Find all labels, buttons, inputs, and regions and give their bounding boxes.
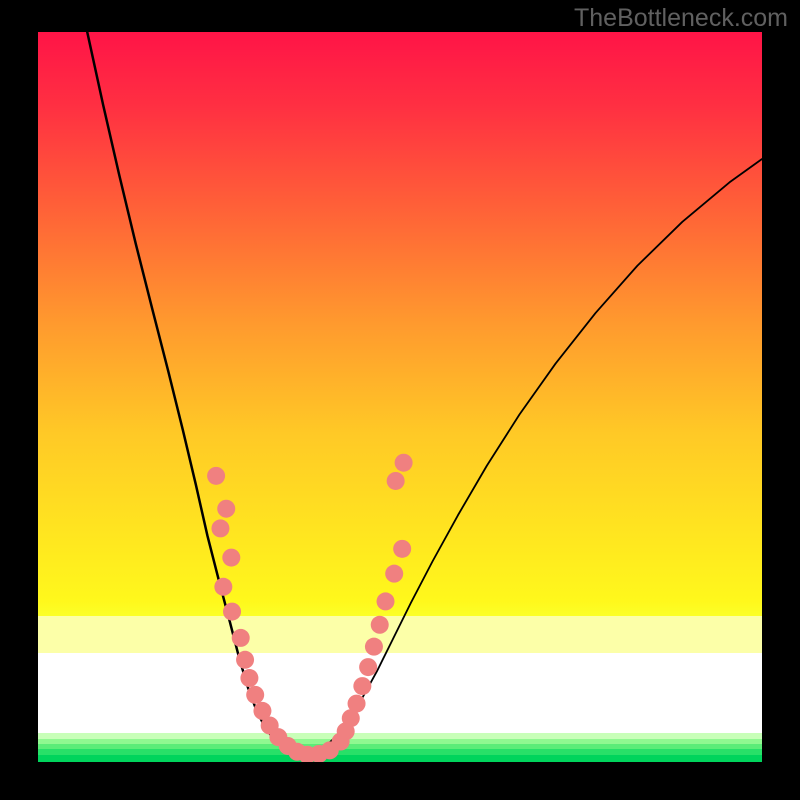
marker-dot [211, 519, 229, 537]
marker-dot [217, 500, 235, 518]
marker-dot [359, 658, 377, 676]
marker-dot [371, 616, 389, 634]
marker-dot [207, 467, 225, 485]
marker-dot [240, 669, 258, 687]
marker-dot [395, 454, 413, 472]
marker-dot [365, 638, 383, 656]
watermark-text: TheBottleneck.com [574, 4, 788, 33]
marker-dot [353, 677, 371, 695]
marker-dot [214, 578, 232, 596]
marker-dot [223, 603, 241, 621]
marker-dot [385, 565, 403, 583]
chart-svg [38, 32, 762, 762]
marker-dot [377, 592, 395, 610]
marker-dot [236, 651, 254, 669]
marker-group [207, 454, 413, 762]
marker-dot [232, 629, 250, 647]
marker-dot [387, 472, 405, 490]
marker-dot [348, 695, 366, 713]
plot-area [38, 32, 762, 762]
chart-frame: TheBottleneck.com [0, 0, 800, 800]
curve-left [87, 32, 300, 755]
marker-dot [246, 686, 264, 704]
marker-dot [222, 549, 240, 567]
marker-dot [393, 540, 411, 558]
